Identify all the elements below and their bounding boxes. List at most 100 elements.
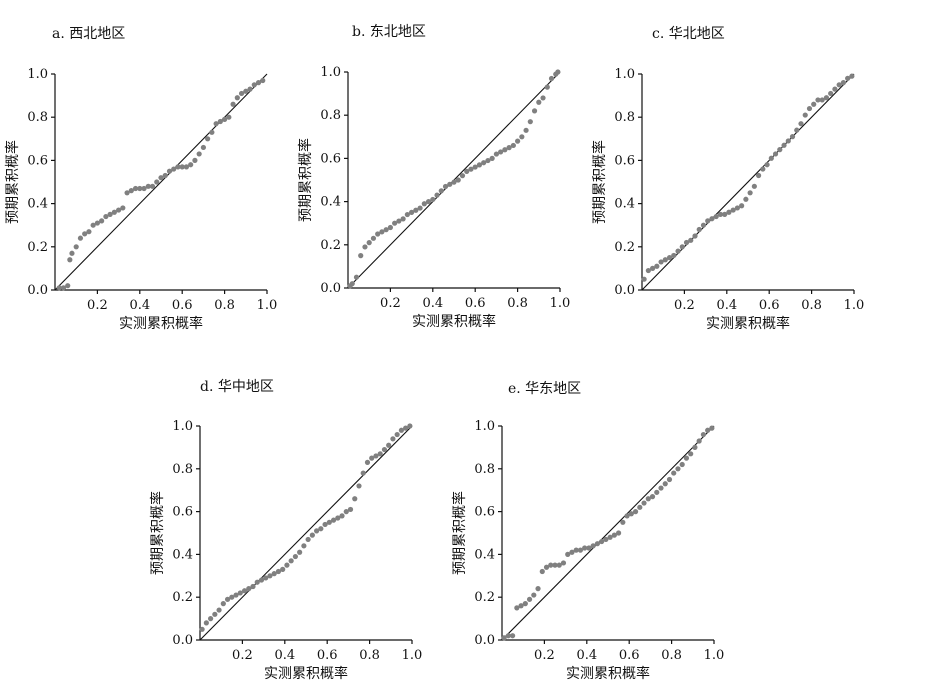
data-point (555, 69, 561, 75)
chart-title: c. 华北地区 (652, 26, 725, 42)
x-tick-label: 0.6 (465, 296, 486, 311)
data-point (705, 427, 711, 433)
data-point (263, 575, 269, 581)
data-point (535, 586, 541, 592)
data-point (447, 181, 453, 187)
chart-panel-5: e. 华东地区 0.0 0.2 0.4 0.6 0.8 1.0 0.2 0.4 0.6 0.8 1.0… (451, 381, 724, 682)
data-point (387, 224, 393, 231)
data-point (421, 201, 427, 207)
data-point (502, 147, 508, 153)
data-point (501, 635, 507, 641)
data-point (806, 105, 813, 112)
data-point (82, 231, 88, 237)
data-point (468, 166, 474, 172)
data-point (271, 571, 277, 577)
data-point (254, 579, 260, 585)
chart-title: a. 西北地区 (52, 26, 125, 42)
y-tick-label: 0.8 (27, 110, 48, 125)
data-point (288, 558, 294, 564)
y-tick-label: 0.0 (172, 633, 193, 648)
data-point (573, 547, 579, 553)
y-tick-label: 1.0 (172, 419, 193, 434)
data-point (358, 253, 364, 259)
data-point (620, 519, 626, 525)
data-point (241, 588, 248, 594)
data-point (188, 162, 194, 168)
data-point (400, 216, 406, 222)
data-point (527, 119, 533, 125)
data-point (455, 177, 461, 183)
x-tick-label: 1.0 (257, 298, 278, 313)
data-point (679, 461, 685, 468)
y-tick-label: 0.2 (320, 238, 341, 253)
chart-panel-3: c. 华北地区 0.0 0.2 0.4 0.6 0.8 1.0 0.2 0.4 0.6 0.8 1.0… (591, 26, 864, 332)
reference-line (501, 425, 715, 641)
data-point (654, 489, 660, 495)
data-point (183, 164, 190, 170)
data-point (671, 470, 677, 476)
data-point (481, 160, 487, 166)
x-tick-label: 0.8 (214, 298, 235, 313)
data-point (120, 205, 126, 211)
data-point (56, 285, 62, 291)
data-point (785, 138, 791, 144)
data-point (641, 500, 647, 506)
data-point (362, 244, 368, 250)
data-point (403, 425, 409, 431)
data-point (679, 244, 685, 250)
data-point (396, 218, 402, 224)
data-point (543, 564, 550, 570)
data-point (768, 155, 774, 161)
chart-panel-2: b. 东北地区 0.0 0.2 0.4 0.6 0.8 1.0 0.2 0.4 0.6 0.8 1.0… (297, 24, 570, 330)
data-point (213, 121, 219, 127)
data-point (671, 252, 677, 259)
data-point (802, 112, 808, 118)
data-point (203, 620, 209, 626)
data-point (518, 603, 524, 609)
data-point (73, 244, 79, 250)
data-point (209, 129, 215, 135)
data-point (226, 114, 232, 120)
data-point (688, 237, 694, 243)
data-point (379, 229, 385, 235)
data-point (556, 562, 562, 568)
data-point (383, 227, 389, 233)
y-tick-label: 0.0 (320, 281, 341, 296)
data-point (506, 145, 512, 151)
data-point (250, 583, 256, 590)
data-point (275, 568, 282, 575)
x-tick-label: 0.4 (576, 648, 597, 663)
data-point (505, 633, 511, 639)
data-point (103, 213, 109, 220)
data-point (577, 547, 584, 553)
data-point (645, 496, 651, 502)
y-tick-label: 0.0 (27, 283, 48, 298)
data-point (544, 84, 550, 90)
data-point (430, 196, 436, 203)
data-point (258, 577, 265, 583)
y-tick-label: 0.6 (614, 153, 635, 168)
data-point (692, 444, 698, 450)
data-point (107, 211, 113, 217)
data-point (675, 248, 681, 254)
data-point (658, 259, 664, 265)
data-point (662, 481, 668, 487)
y-tick-label: 0.8 (614, 110, 635, 125)
data-point (734, 205, 741, 211)
x-tick-label: 0.2 (87, 298, 108, 313)
data-point (237, 590, 243, 596)
data-point (819, 97, 825, 103)
data-point (569, 549, 575, 555)
data-point (526, 596, 533, 602)
data-point (128, 188, 134, 194)
data-point (238, 90, 245, 97)
data-point (65, 283, 71, 289)
x-tick-label: 0.2 (380, 296, 401, 311)
data-point (229, 594, 235, 600)
y-tick-label: 0.6 (474, 505, 495, 520)
y-tick-label: 0.4 (474, 547, 495, 562)
data-point (815, 97, 821, 103)
data-point (823, 95, 830, 101)
data-point (171, 166, 177, 172)
data-point (364, 459, 371, 465)
